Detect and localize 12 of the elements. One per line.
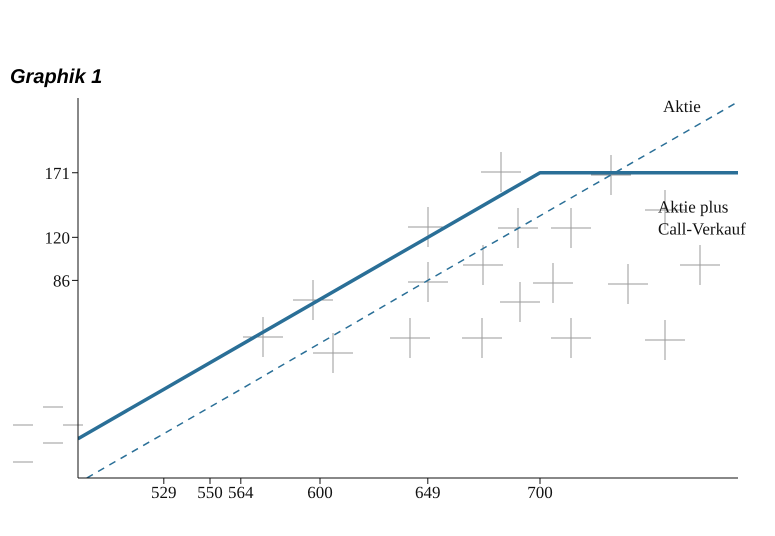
series-label: Aktie xyxy=(663,96,701,116)
x-tick-label: 649 xyxy=(415,483,441,502)
x-tick-label: 600 xyxy=(307,483,333,502)
x-tick-label: 700 xyxy=(527,483,553,502)
x-tick-label: 529 xyxy=(151,483,177,502)
chart-title: Graphik 1 xyxy=(10,66,102,89)
y-tick-label: 86 xyxy=(53,271,70,290)
y-tick-label: 120 xyxy=(44,228,70,248)
x-tick-label: 550 xyxy=(197,483,223,502)
series-label: Aktie plus Call-Verkauf xyxy=(658,198,746,239)
x-tick-label: 564 xyxy=(228,483,254,502)
y-tick-label: 171 xyxy=(44,164,70,183)
